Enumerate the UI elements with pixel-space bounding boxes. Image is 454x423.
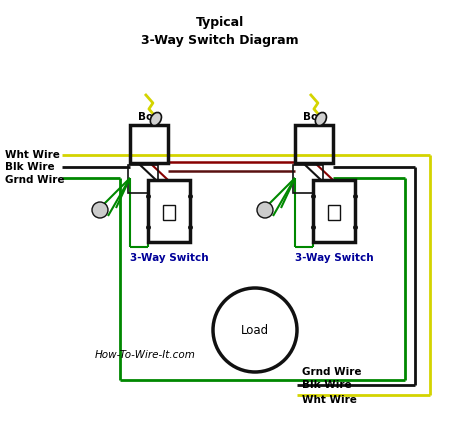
Text: Load: Load — [241, 324, 269, 337]
Ellipse shape — [316, 113, 326, 126]
Text: Box: Box — [303, 112, 325, 122]
Text: 3-Way Switch: 3-Way Switch — [295, 253, 373, 263]
Ellipse shape — [150, 113, 162, 126]
Text: 3-Way Switch Diagram: 3-Way Switch Diagram — [141, 33, 299, 47]
Bar — [163, 205, 175, 220]
Text: Box: Box — [138, 112, 160, 122]
Bar — [293, 165, 323, 193]
Text: Grnd Wire: Grnd Wire — [5, 175, 64, 185]
Circle shape — [92, 202, 108, 218]
Text: Grnd Wire: Grnd Wire — [302, 367, 361, 377]
Text: Typical: Typical — [196, 16, 244, 28]
Text: Blk Wire: Blk Wire — [5, 162, 54, 172]
Circle shape — [257, 202, 273, 218]
Text: Wht Wire: Wht Wire — [5, 150, 60, 160]
Bar — [128, 165, 158, 193]
Bar — [130, 125, 168, 163]
Text: Blk Wire: Blk Wire — [302, 380, 352, 390]
Text: Wht Wire: Wht Wire — [302, 395, 357, 405]
Text: 3-Way Switch: 3-Way Switch — [130, 253, 208, 263]
Bar — [295, 125, 333, 163]
Bar — [313, 180, 355, 242]
Text: How-To-Wire-It.com: How-To-Wire-It.com — [94, 350, 195, 360]
Circle shape — [213, 288, 297, 372]
Bar — [328, 205, 340, 220]
Bar — [148, 180, 190, 242]
